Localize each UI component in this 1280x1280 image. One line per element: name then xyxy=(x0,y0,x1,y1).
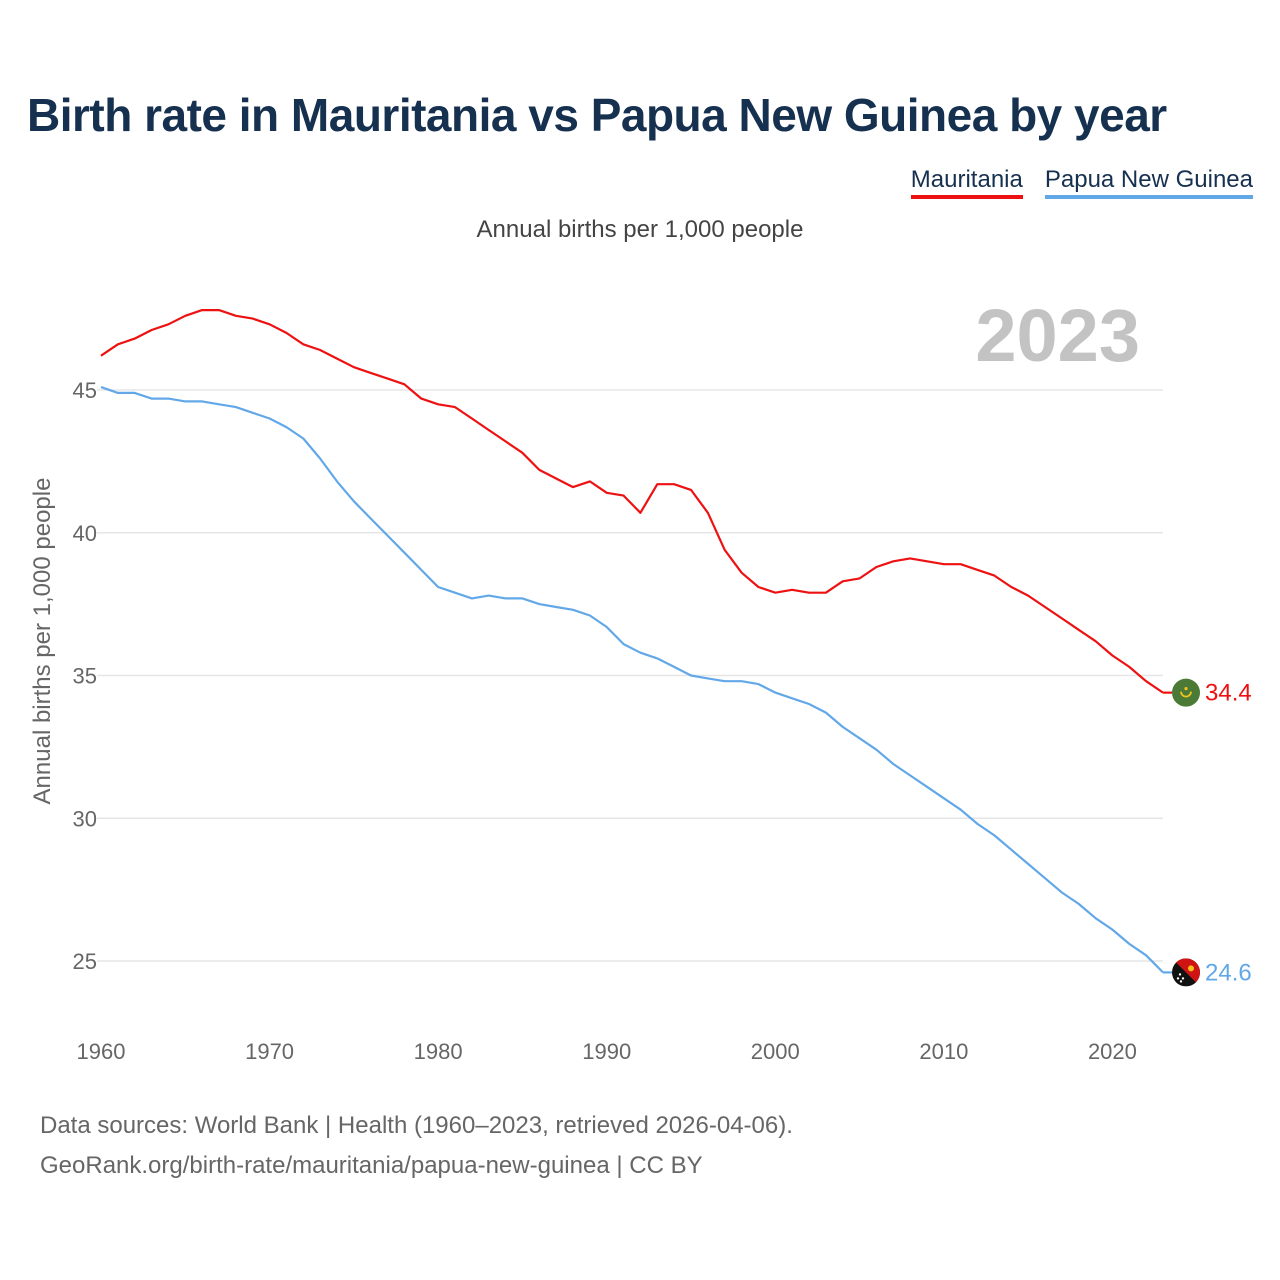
flag-png-fill xyxy=(1172,958,1200,987)
flag-mauritania-star xyxy=(1184,687,1188,691)
data-sources: Data sources: World Bank | Health (1960–… xyxy=(40,1106,793,1186)
x-tick-label: 1960 xyxy=(77,1039,126,1064)
flag-icon-papua-new-guinea xyxy=(1172,958,1200,987)
y-tick-label: 30 xyxy=(73,806,97,831)
x-tick-label: 2020 xyxy=(1088,1039,1137,1064)
x-tick-label: 1970 xyxy=(245,1039,294,1064)
chart-title: Birth rate in Mauritania vs Papua New Gu… xyxy=(27,89,1167,141)
flag-png-star xyxy=(1181,977,1185,980)
flag-png-bird xyxy=(1188,965,1194,972)
flag-png-star xyxy=(1179,980,1183,983)
flag-png-star xyxy=(1176,977,1180,980)
legend-item-mauritania[interactable]: Mauritania xyxy=(910,166,1023,199)
sources-line-1: Data sources: World Bank | Health (1960–… xyxy=(40,1112,793,1139)
y-axis-ticks: 25 30 35 40 45 xyxy=(73,378,97,974)
x-tick-label: 1980 xyxy=(414,1039,463,1064)
series-line-mauritania xyxy=(100,309,1164,694)
series-line-papua-new-guinea xyxy=(100,386,1164,974)
end-value-label-papua-new-guinea: 24.6 xyxy=(1205,959,1252,986)
chart-subtitle: Annual births per 1,000 people xyxy=(476,216,804,243)
legend-item-papua-new-guinea[interactable]: Papua New Guinea xyxy=(1044,166,1253,199)
flag-mauritania-crescent xyxy=(1180,691,1192,698)
flag-mauritania-disc xyxy=(1172,678,1200,707)
legend: Mauritania Papua New Guinea xyxy=(910,166,1253,199)
series-lines xyxy=(100,309,1164,974)
flag-png-star xyxy=(1178,973,1182,976)
y-tick-label: 45 xyxy=(73,378,97,403)
sources-line-2[interactable]: GeoRank.org/birth-rate/mauritania/papua-… xyxy=(40,1152,703,1179)
x-axis-ticks: 1960 1970 1980 1990 2000 2010 2020 xyxy=(77,1039,1137,1064)
y-tick-label: 35 xyxy=(73,664,97,689)
gridlines xyxy=(97,389,1163,962)
x-tick-label: 2000 xyxy=(751,1039,800,1064)
y-tick-label: 40 xyxy=(73,521,97,546)
y-axis-label: Annual births per 1,000 people xyxy=(29,478,56,805)
x-tick-label: 2010 xyxy=(919,1039,968,1064)
flag-icon-mauritania xyxy=(1172,678,1200,707)
year-watermark: 2023 xyxy=(975,294,1140,377)
series-end-markers: 34.4 24.6 xyxy=(1163,678,1252,987)
y-tick-label: 25 xyxy=(73,949,97,974)
end-value-label-mauritania: 34.4 xyxy=(1205,680,1252,707)
x-tick-label: 1990 xyxy=(582,1039,631,1064)
